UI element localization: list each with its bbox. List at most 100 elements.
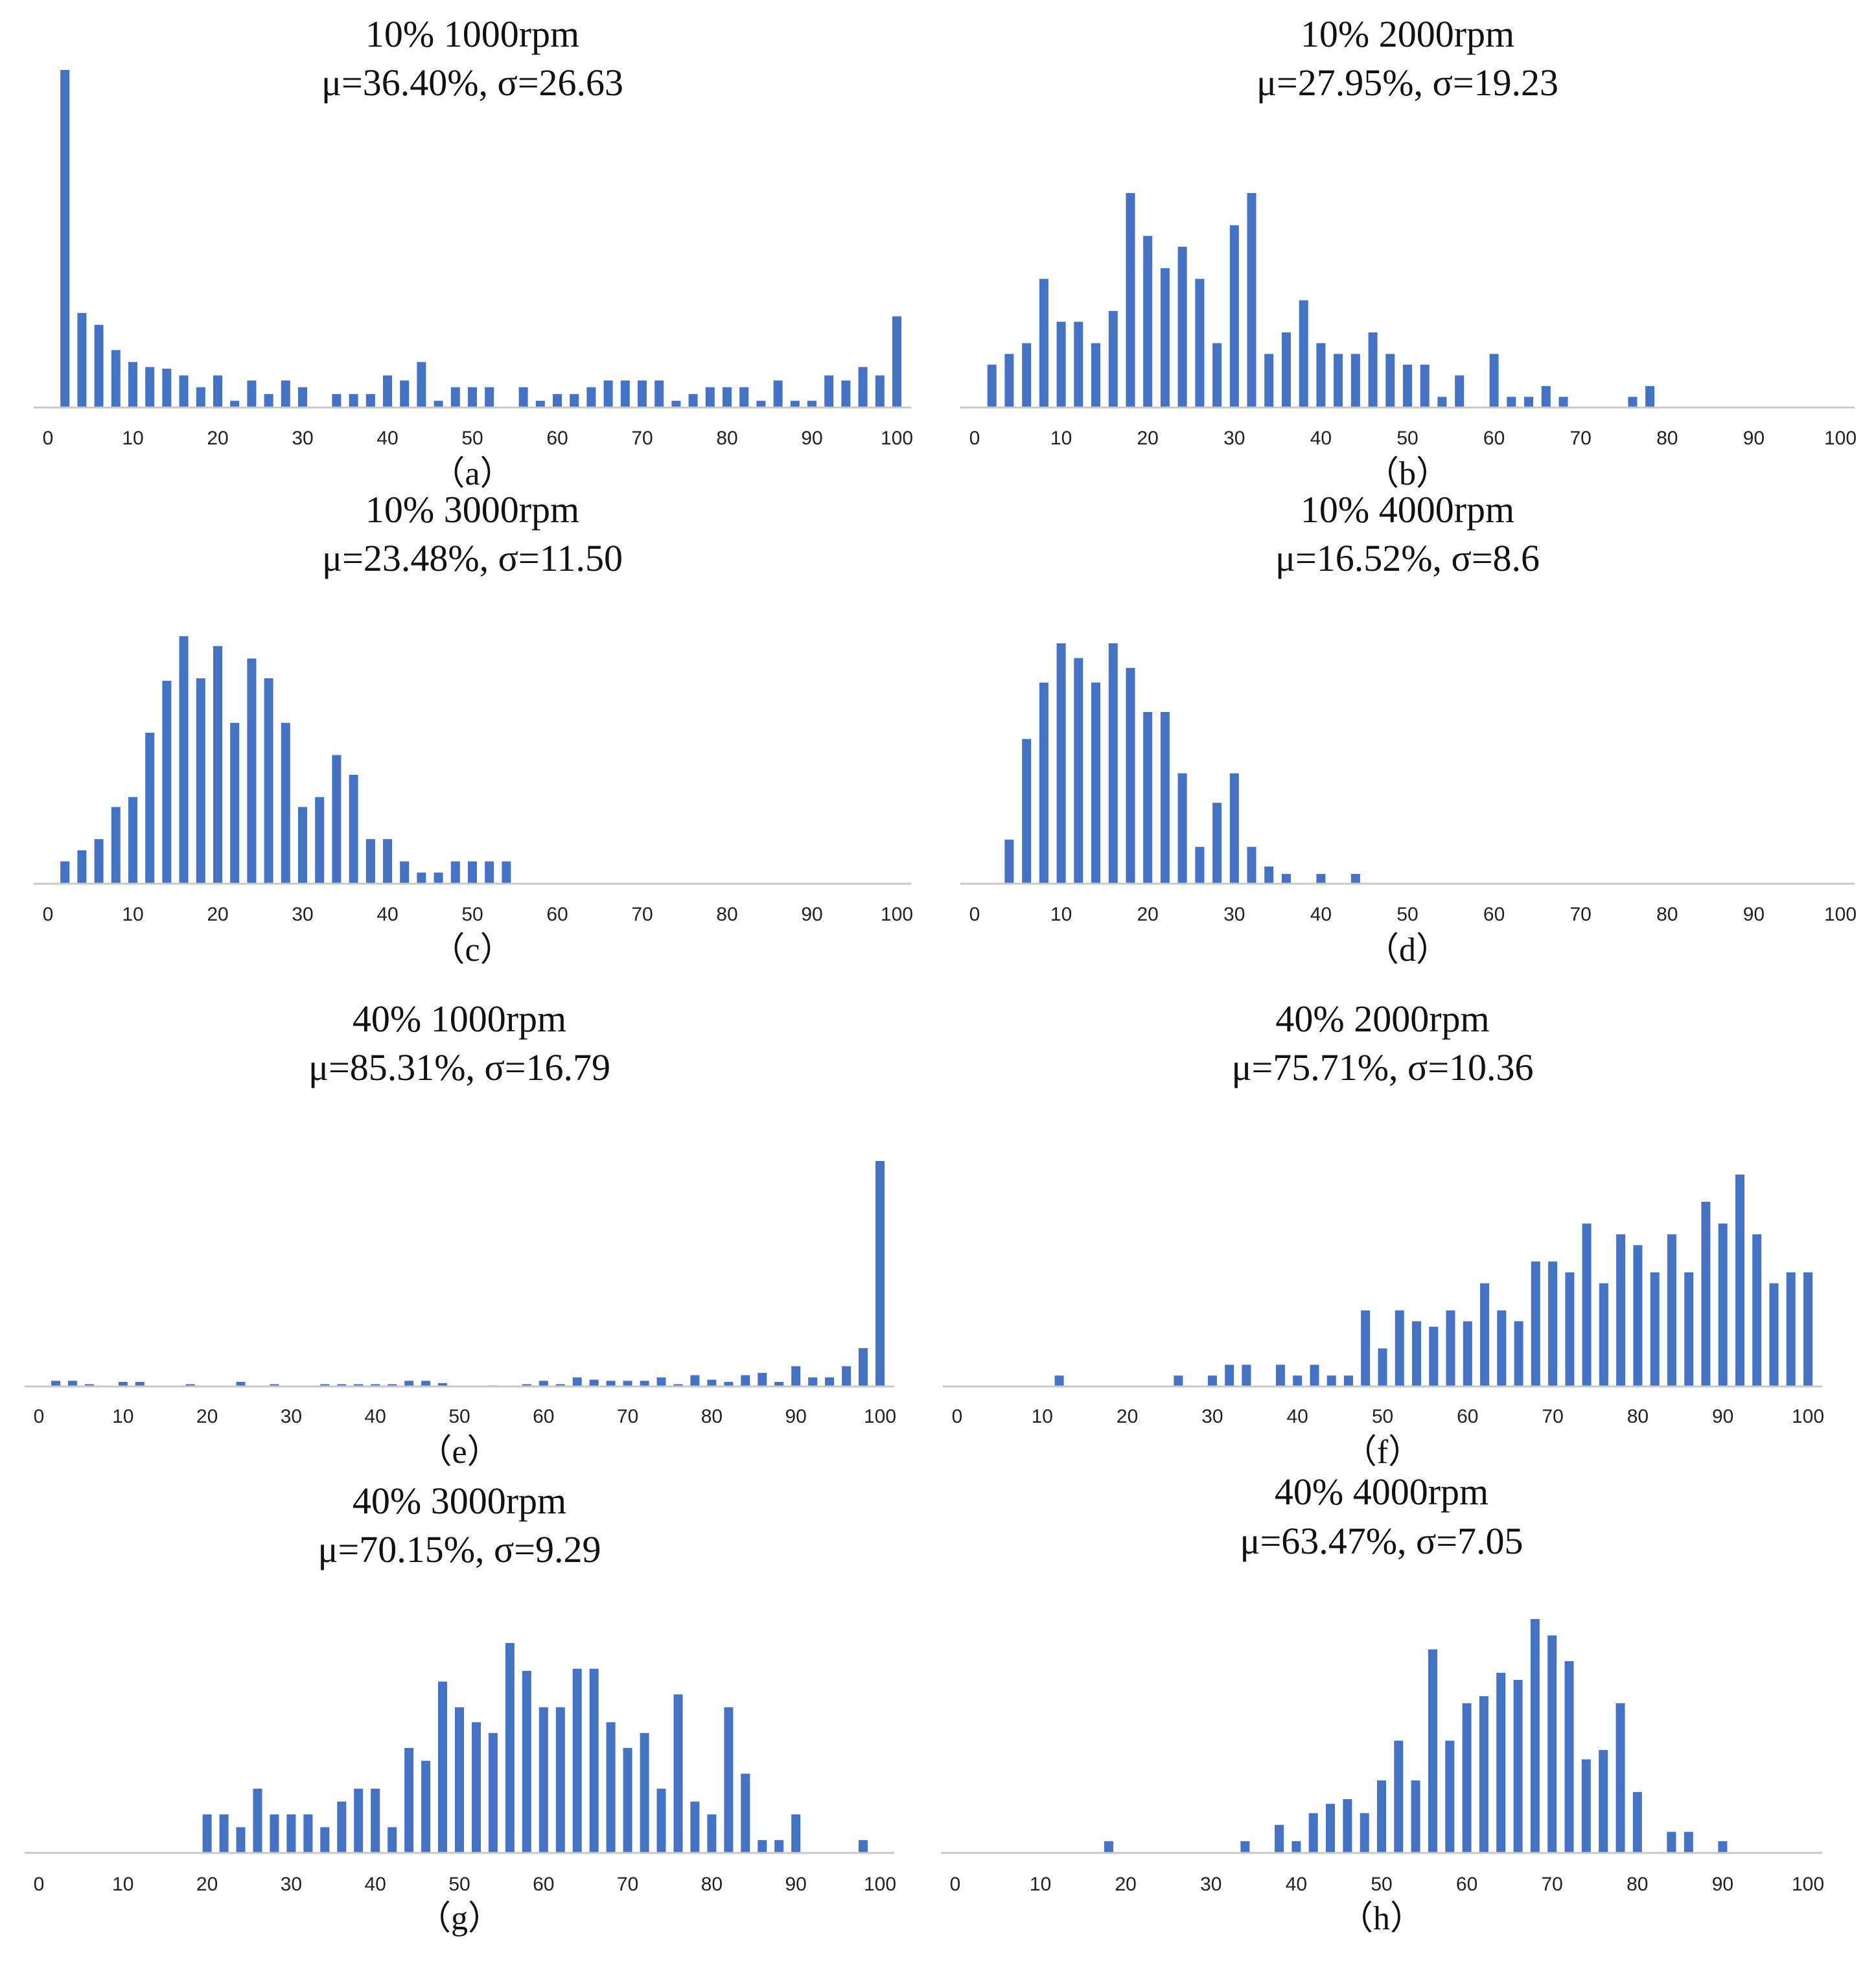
histogram-bar: [371, 1384, 380, 1386]
x-tick-label: 80: [716, 428, 737, 449]
histogram-bar: [388, 1827, 397, 1853]
x-tick-label: 30: [1201, 1406, 1223, 1427]
histogram-bar: [671, 400, 681, 408]
histogram-bar: [1548, 1261, 1558, 1386]
histogram-bar: [1195, 847, 1205, 884]
histogram-bar: [807, 400, 816, 408]
chart-title: 10% 3000rpm: [365, 488, 579, 531]
x-tick-label: 50: [461, 904, 483, 925]
x-tick-label: 10: [112, 1406, 133, 1427]
histogram-bar: [724, 1707, 734, 1853]
histogram-bar: [791, 1814, 801, 1853]
x-tick-label: 70: [617, 1874, 638, 1895]
x-tick-label: 0: [43, 904, 54, 925]
histogram-bar: [1022, 739, 1032, 884]
histogram-bar: [349, 774, 358, 884]
histogram-bar: [1718, 1841, 1728, 1853]
histogram-bar: [468, 387, 477, 408]
histogram-bar: [1282, 873, 1291, 884]
histogram-bar: [400, 380, 410, 408]
histogram-bar: [281, 722, 290, 884]
histogram-bar: [247, 380, 257, 408]
histogram-bar: [555, 1384, 565, 1386]
histogram-bar: [1667, 1832, 1676, 1853]
x-tick-label: 40: [1310, 428, 1332, 449]
histogram-bar: [417, 872, 426, 884]
x-tick-label: 100: [1792, 1874, 1824, 1895]
histogram-bar: [1350, 873, 1360, 884]
histogram-bar: [1377, 1780, 1386, 1853]
panel-label: （f）: [1343, 1434, 1422, 1471]
x-tick-label: 20: [1117, 1406, 1138, 1427]
chart-subtitle: μ=23.48%, σ=11.50: [322, 537, 623, 579]
x-tick-label: 20: [196, 1874, 218, 1895]
histogram-bar: [94, 839, 104, 884]
histogram-bar: [1632, 1792, 1642, 1853]
histogram-bar: [404, 1748, 414, 1853]
x-tick-label: 60: [546, 904, 568, 925]
histogram-bar: [1291, 1841, 1301, 1853]
x-tick-label: 0: [34, 1406, 45, 1427]
histogram-bar: [589, 1379, 599, 1386]
histogram-bar: [774, 1840, 784, 1853]
histogram-bar: [1667, 1234, 1676, 1386]
x-tick-label: 60: [533, 1874, 554, 1895]
histogram-bar: [230, 400, 240, 408]
x-tick-label: 90: [1712, 1874, 1733, 1895]
histogram-bar: [1344, 1375, 1353, 1386]
histogram-bar: [1143, 236, 1153, 408]
histogram-bar: [1160, 268, 1170, 408]
histogram-bar: [417, 362, 426, 408]
histogram-bar: [858, 367, 868, 408]
histogram-bar: [365, 394, 375, 408]
histogram-bar: [570, 394, 579, 408]
histogram-bar: [741, 1375, 750, 1386]
x-tick-label: 30: [1223, 904, 1245, 925]
chart-title: 40% 2000rpm: [1275, 998, 1489, 1040]
histogram-bar: [438, 1681, 447, 1853]
histogram-bar: [640, 1732, 649, 1853]
histogram-panel: 40% 1000rpm μ=85.31%, σ=16.79 0 10 20 30 40 50 6…: [25, 998, 896, 1471]
histogram-bar: [1378, 1348, 1387, 1386]
histogram-bar: [1074, 658, 1083, 884]
x-tick-label: 100: [1792, 1406, 1824, 1427]
histogram-bar: [1293, 1375, 1303, 1386]
histogram-bar: [586, 387, 596, 408]
histogram-bar: [51, 1381, 60, 1386]
histogram-bar: [1524, 396, 1533, 408]
histogram-bar: [790, 400, 800, 408]
x-tick-label: 50: [1396, 428, 1418, 449]
histogram-bar: [315, 797, 325, 884]
panel-label: （c）: [431, 932, 513, 969]
histogram-bar: [383, 375, 392, 408]
x-tick-label: 10: [122, 428, 143, 449]
histogram-bar: [705, 387, 715, 408]
histogram-bar: [859, 1348, 868, 1386]
histogram-bar: [1628, 396, 1638, 408]
x-tick-label: 100: [881, 428, 913, 449]
histogram-bar: [603, 380, 613, 408]
x-tick-label: 30: [292, 428, 313, 449]
x-tick-label: 90: [801, 428, 822, 449]
histogram-bar: [842, 1366, 851, 1386]
chart-subtitle: μ=70.15%, σ=9.29: [318, 1528, 601, 1570]
histogram-bar: [388, 1384, 397, 1386]
histogram-bar: [791, 1366, 801, 1386]
histogram-bar: [354, 1384, 364, 1386]
x-tick-label: 30: [1223, 428, 1245, 449]
histogram-bar: [1039, 279, 1048, 408]
panel-label: （g）: [417, 1900, 502, 1937]
histogram-bar: [1633, 1245, 1643, 1386]
histogram-bar: [202, 1814, 212, 1853]
histogram-bar: [1479, 1696, 1488, 1853]
histogram-bar: [135, 1382, 145, 1386]
x-tick-label: 70: [631, 428, 653, 449]
histogram-bar: [1240, 1841, 1250, 1853]
histogram-bar: [162, 369, 172, 408]
histogram-bar: [111, 807, 121, 884]
histogram-bar: [1582, 1223, 1592, 1386]
histogram-bar: [128, 797, 137, 884]
x-tick-label: 60: [1457, 1406, 1478, 1427]
histogram-bar: [1428, 1649, 1437, 1853]
